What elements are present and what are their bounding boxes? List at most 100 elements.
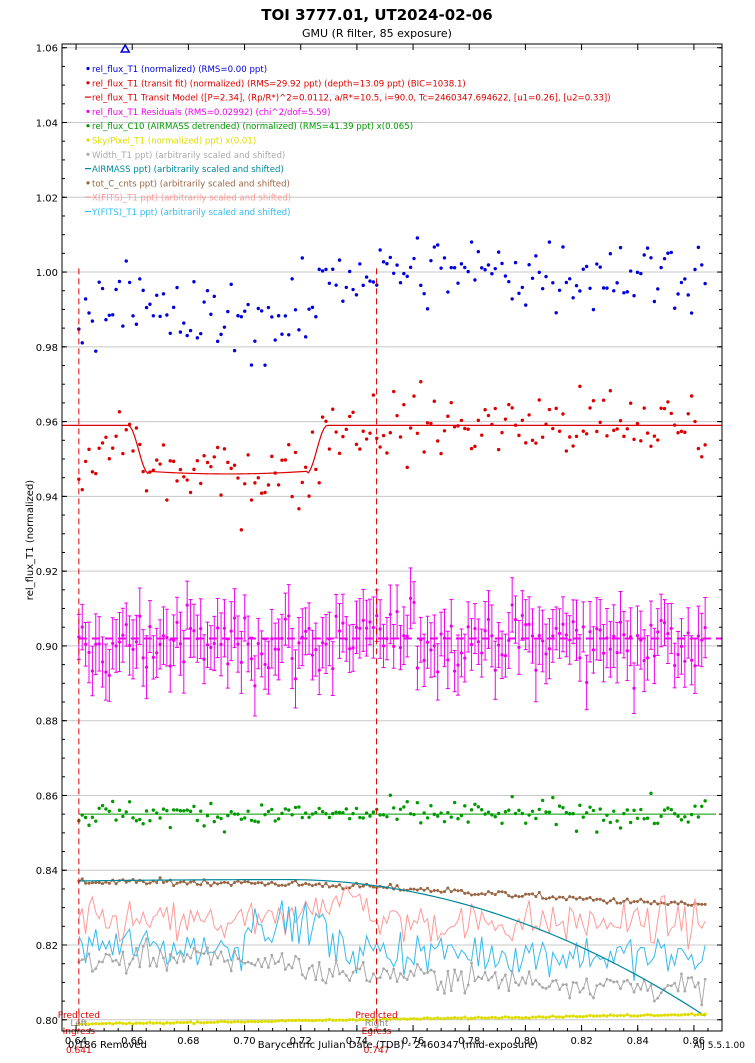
sky-pixel-point [80, 1022, 84, 1026]
c10-point [503, 810, 508, 814]
chart-title: TOI 3777.01, UT2024-02-06 [261, 6, 492, 24]
egress-value: 0.747 [364, 1046, 390, 1056]
rel-flux-point [239, 315, 244, 319]
residual-point [371, 625, 375, 630]
transit-fit-point [368, 431, 372, 435]
width-point [158, 948, 162, 952]
c10-point [114, 818, 118, 822]
sky-pixel-point [429, 1017, 433, 1021]
transit-fit-point [104, 435, 108, 439]
sky-pixel-point [486, 1016, 491, 1020]
sky-pixel-point [635, 1014, 640, 1018]
sky-pixel-point [151, 1021, 155, 1025]
residual-point [486, 617, 491, 622]
legend-entry: Y(FITS)_T1 ppt) (arbitrarily scaled and … [91, 208, 290, 218]
residual-point [209, 645, 213, 650]
transit-fit-point [351, 410, 355, 415]
airmass-curve [78, 878, 706, 1017]
sky-pixel-point [676, 1013, 680, 1017]
transit-fit-point [246, 453, 250, 457]
sky-pixel-point [161, 1022, 166, 1026]
rel-flux-point [94, 349, 98, 353]
transit-fit-point [202, 454, 206, 458]
c10-point [158, 816, 162, 820]
c10-point [513, 811, 518, 816]
transit-fit-point [622, 434, 626, 439]
width-point [307, 967, 311, 970]
rel-flux-point [371, 280, 376, 284]
c10-point [192, 804, 196, 809]
residual-point [263, 662, 267, 667]
x-tick-label: 0.74 [346, 1036, 368, 1047]
x-tick-label: 0.72 [290, 1036, 312, 1047]
c10-point [263, 812, 267, 817]
transit-fit-point [131, 449, 135, 453]
width-point [155, 964, 159, 968]
transit-fit-point [354, 442, 359, 447]
y-tick-label: 0.84 [36, 866, 58, 877]
rel-flux-point [510, 297, 514, 301]
width-point [436, 988, 440, 991]
tot-c-cnts-point [287, 882, 291, 886]
c10-point [127, 800, 132, 804]
sky-pixel-point [344, 1018, 348, 1022]
c10-point [659, 814, 663, 819]
tot-c-cnts-point [222, 880, 226, 884]
width-point [632, 990, 636, 994]
sky-pixel-point [232, 1020, 237, 1024]
tot-c-cnts-point [219, 881, 223, 885]
c10-point [442, 819, 447, 824]
width-point [212, 950, 216, 954]
transit-fit-point [696, 446, 701, 451]
transit-fit-point [358, 447, 362, 451]
residual-point [425, 640, 430, 644]
rel-flux-point [385, 262, 389, 266]
width-point [202, 952, 206, 955]
tot-c-cnts-point [388, 882, 392, 886]
width-point [118, 963, 121, 967]
y-tick-label: 1.00 [36, 268, 58, 279]
tot-c-cnts-point [466, 891, 470, 895]
residual-point [686, 631, 690, 635]
tot-c-cnts-point [334, 885, 338, 889]
sky-pixel-point [642, 1013, 646, 1017]
rel-flux-point [219, 332, 223, 337]
width-point [385, 969, 389, 973]
transit-fit-point [666, 400, 670, 404]
transit-fit-point [327, 447, 332, 451]
transit-fit-point [188, 490, 193, 495]
tot-c-cnts-point [476, 893, 480, 897]
width-point [415, 962, 419, 966]
sky-pixel-point [686, 1012, 690, 1017]
width-point [571, 981, 575, 984]
width-point [344, 974, 348, 977]
rel-flux-point [144, 305, 149, 310]
width-point [192, 946, 196, 950]
tot-c-cnts-point [453, 888, 457, 892]
tot-c-cnts-point [148, 881, 152, 885]
rel-flux-point [419, 283, 423, 288]
transit-fit-point [280, 458, 284, 462]
c10-point [195, 818, 200, 823]
tot-c-cnts-point [625, 897, 629, 901]
width-point [544, 987, 548, 990]
residual-point [649, 623, 653, 627]
c10-point [469, 808, 474, 812]
sky-pixel-point [405, 1017, 409, 1021]
rel-flux-point [185, 333, 189, 338]
sky-pixel-point [578, 1014, 582, 1019]
width-point [669, 984, 673, 988]
rel-flux-point [215, 339, 220, 344]
sky-pixel-point [696, 1012, 700, 1016]
residual-point [243, 616, 247, 620]
residual-point [287, 614, 291, 618]
residual-point [87, 650, 91, 655]
sky-pixel-point [683, 1012, 687, 1017]
residual-point [429, 648, 433, 652]
residual-point [229, 629, 233, 633]
sky-pixel-point [100, 1022, 105, 1026]
width-point [114, 958, 118, 962]
c10-point [371, 810, 376, 814]
rel-flux-point [408, 265, 413, 270]
residual-point [483, 629, 487, 633]
